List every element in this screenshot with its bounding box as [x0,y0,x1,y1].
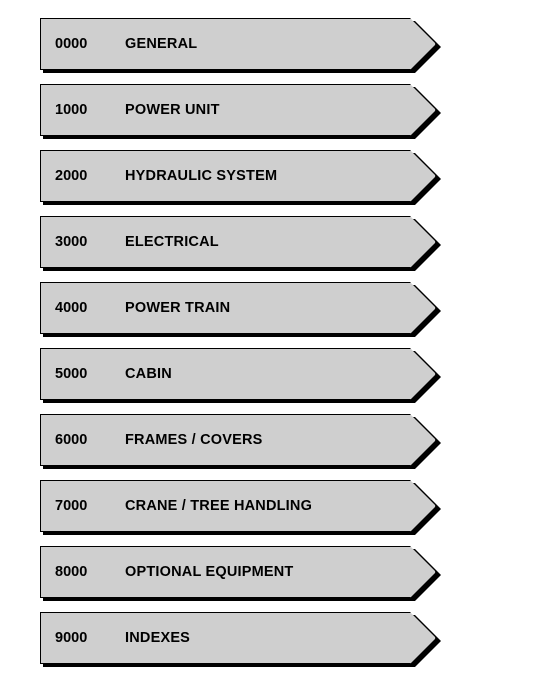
section-code: 5000 [55,366,125,382]
toc-item[interactable]: 0000 GENERAL [40,18,502,70]
toc-item[interactable]: 5000 CABIN [40,348,502,400]
section-label: FRAMES / COVERS [125,432,263,448]
tab: 1000 POWER UNIT [40,84,436,136]
section-label: POWER UNIT [125,102,220,118]
section-label: POWER TRAIN [125,300,230,316]
tab: 9000 INDEXES [40,612,436,664]
section-code: 9000 [55,630,125,646]
toc-list: 0000 GENERAL 1000 POWER UNIT 2000 HYDRAU… [40,18,502,664]
tab: 6000 FRAMES / COVERS [40,414,436,466]
tab: 0000 GENERAL [40,18,436,70]
tab: 8000 OPTIONAL EQUIPMENT [40,546,436,598]
toc-item[interactable]: 6000 FRAMES / COVERS [40,414,502,466]
toc-item[interactable]: 4000 POWER TRAIN [40,282,502,334]
toc-item[interactable]: 1000 POWER UNIT [40,84,502,136]
toc-item[interactable]: 7000 CRANE / TREE HANDLING [40,480,502,532]
section-label: CRANE / TREE HANDLING [125,498,312,514]
section-label: OPTIONAL EQUIPMENT [125,564,293,580]
section-code: 0000 [55,36,125,52]
tab: 5000 CABIN [40,348,436,400]
toc-item[interactable]: 2000 HYDRAULIC SYSTEM [40,150,502,202]
toc-item[interactable]: 3000 ELECTRICAL [40,216,502,268]
section-label: GENERAL [125,36,197,52]
toc-item[interactable]: 8000 OPTIONAL EQUIPMENT [40,546,502,598]
section-code: 6000 [55,432,125,448]
section-code: 4000 [55,300,125,316]
section-code: 7000 [55,498,125,514]
section-code: 8000 [55,564,125,580]
section-code: 3000 [55,234,125,250]
tab: 4000 POWER TRAIN [40,282,436,334]
tab: 2000 HYDRAULIC SYSTEM [40,150,436,202]
section-code: 1000 [55,102,125,118]
section-label: HYDRAULIC SYSTEM [125,168,277,184]
section-label: ELECTRICAL [125,234,219,250]
tab: 7000 CRANE / TREE HANDLING [40,480,436,532]
tab: 3000 ELECTRICAL [40,216,436,268]
section-code: 2000 [55,168,125,184]
section-label: CABIN [125,366,172,382]
toc-item[interactable]: 9000 INDEXES [40,612,502,664]
section-label: INDEXES [125,630,190,646]
